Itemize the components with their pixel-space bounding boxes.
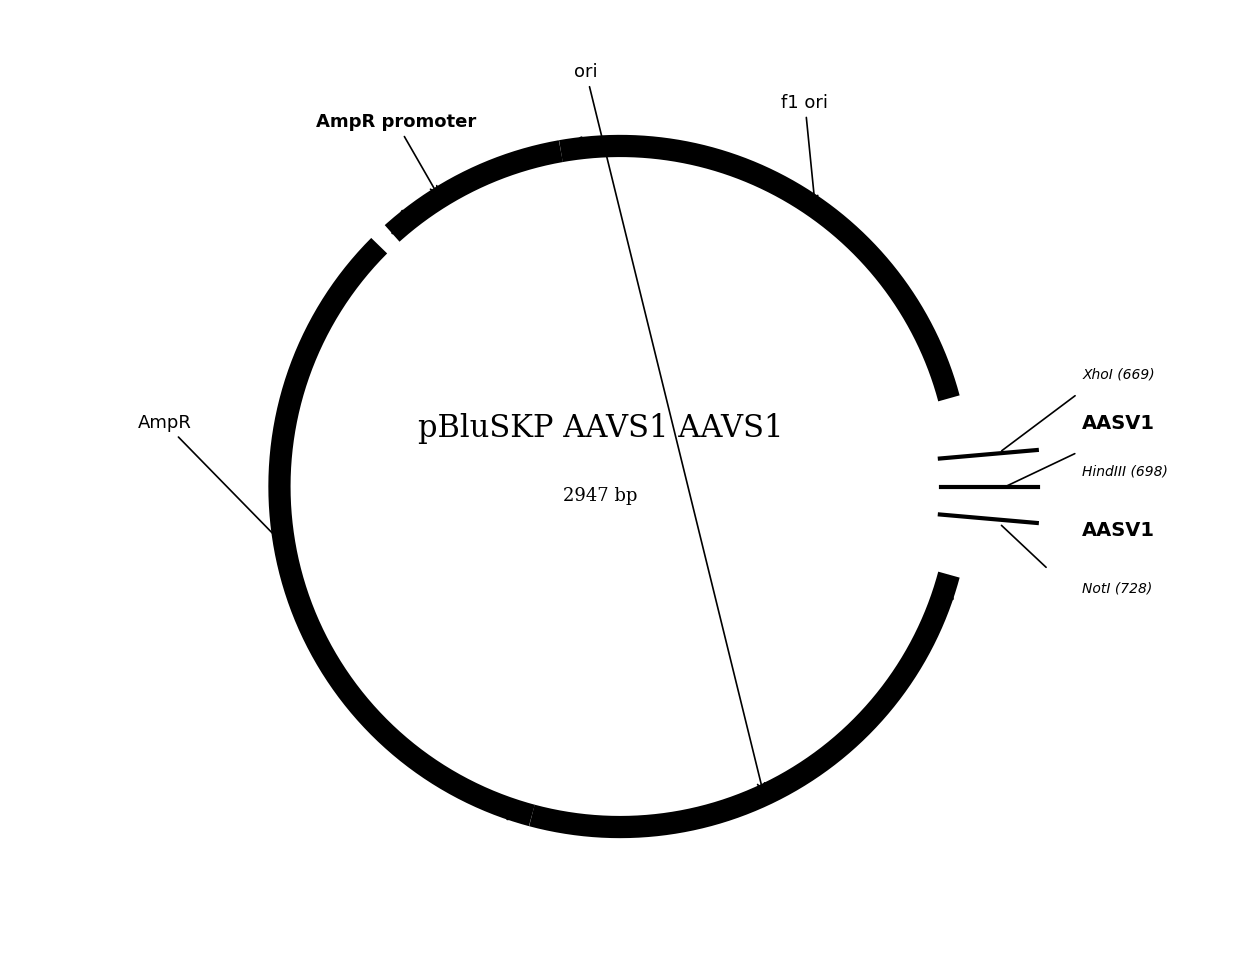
Text: XhoI (669): XhoI (669): [1083, 368, 1154, 381]
Text: NotI (728): NotI (728): [1083, 582, 1152, 595]
Text: AmpR: AmpR: [138, 414, 281, 542]
Text: AASV1: AASV1: [1083, 414, 1156, 433]
Text: ori: ori: [574, 63, 765, 791]
Text: f1 ori: f1 ori: [781, 94, 828, 203]
Text: 2947 bp: 2947 bp: [563, 487, 637, 505]
Text: AASV1: AASV1: [1083, 521, 1156, 540]
Text: AmpR promoter: AmpR promoter: [316, 114, 476, 194]
Text: pBluSKP AAVS1 AAVS1: pBluSKP AAVS1 AAVS1: [418, 413, 784, 444]
Text: HindIII (698): HindIII (698): [1083, 465, 1168, 479]
